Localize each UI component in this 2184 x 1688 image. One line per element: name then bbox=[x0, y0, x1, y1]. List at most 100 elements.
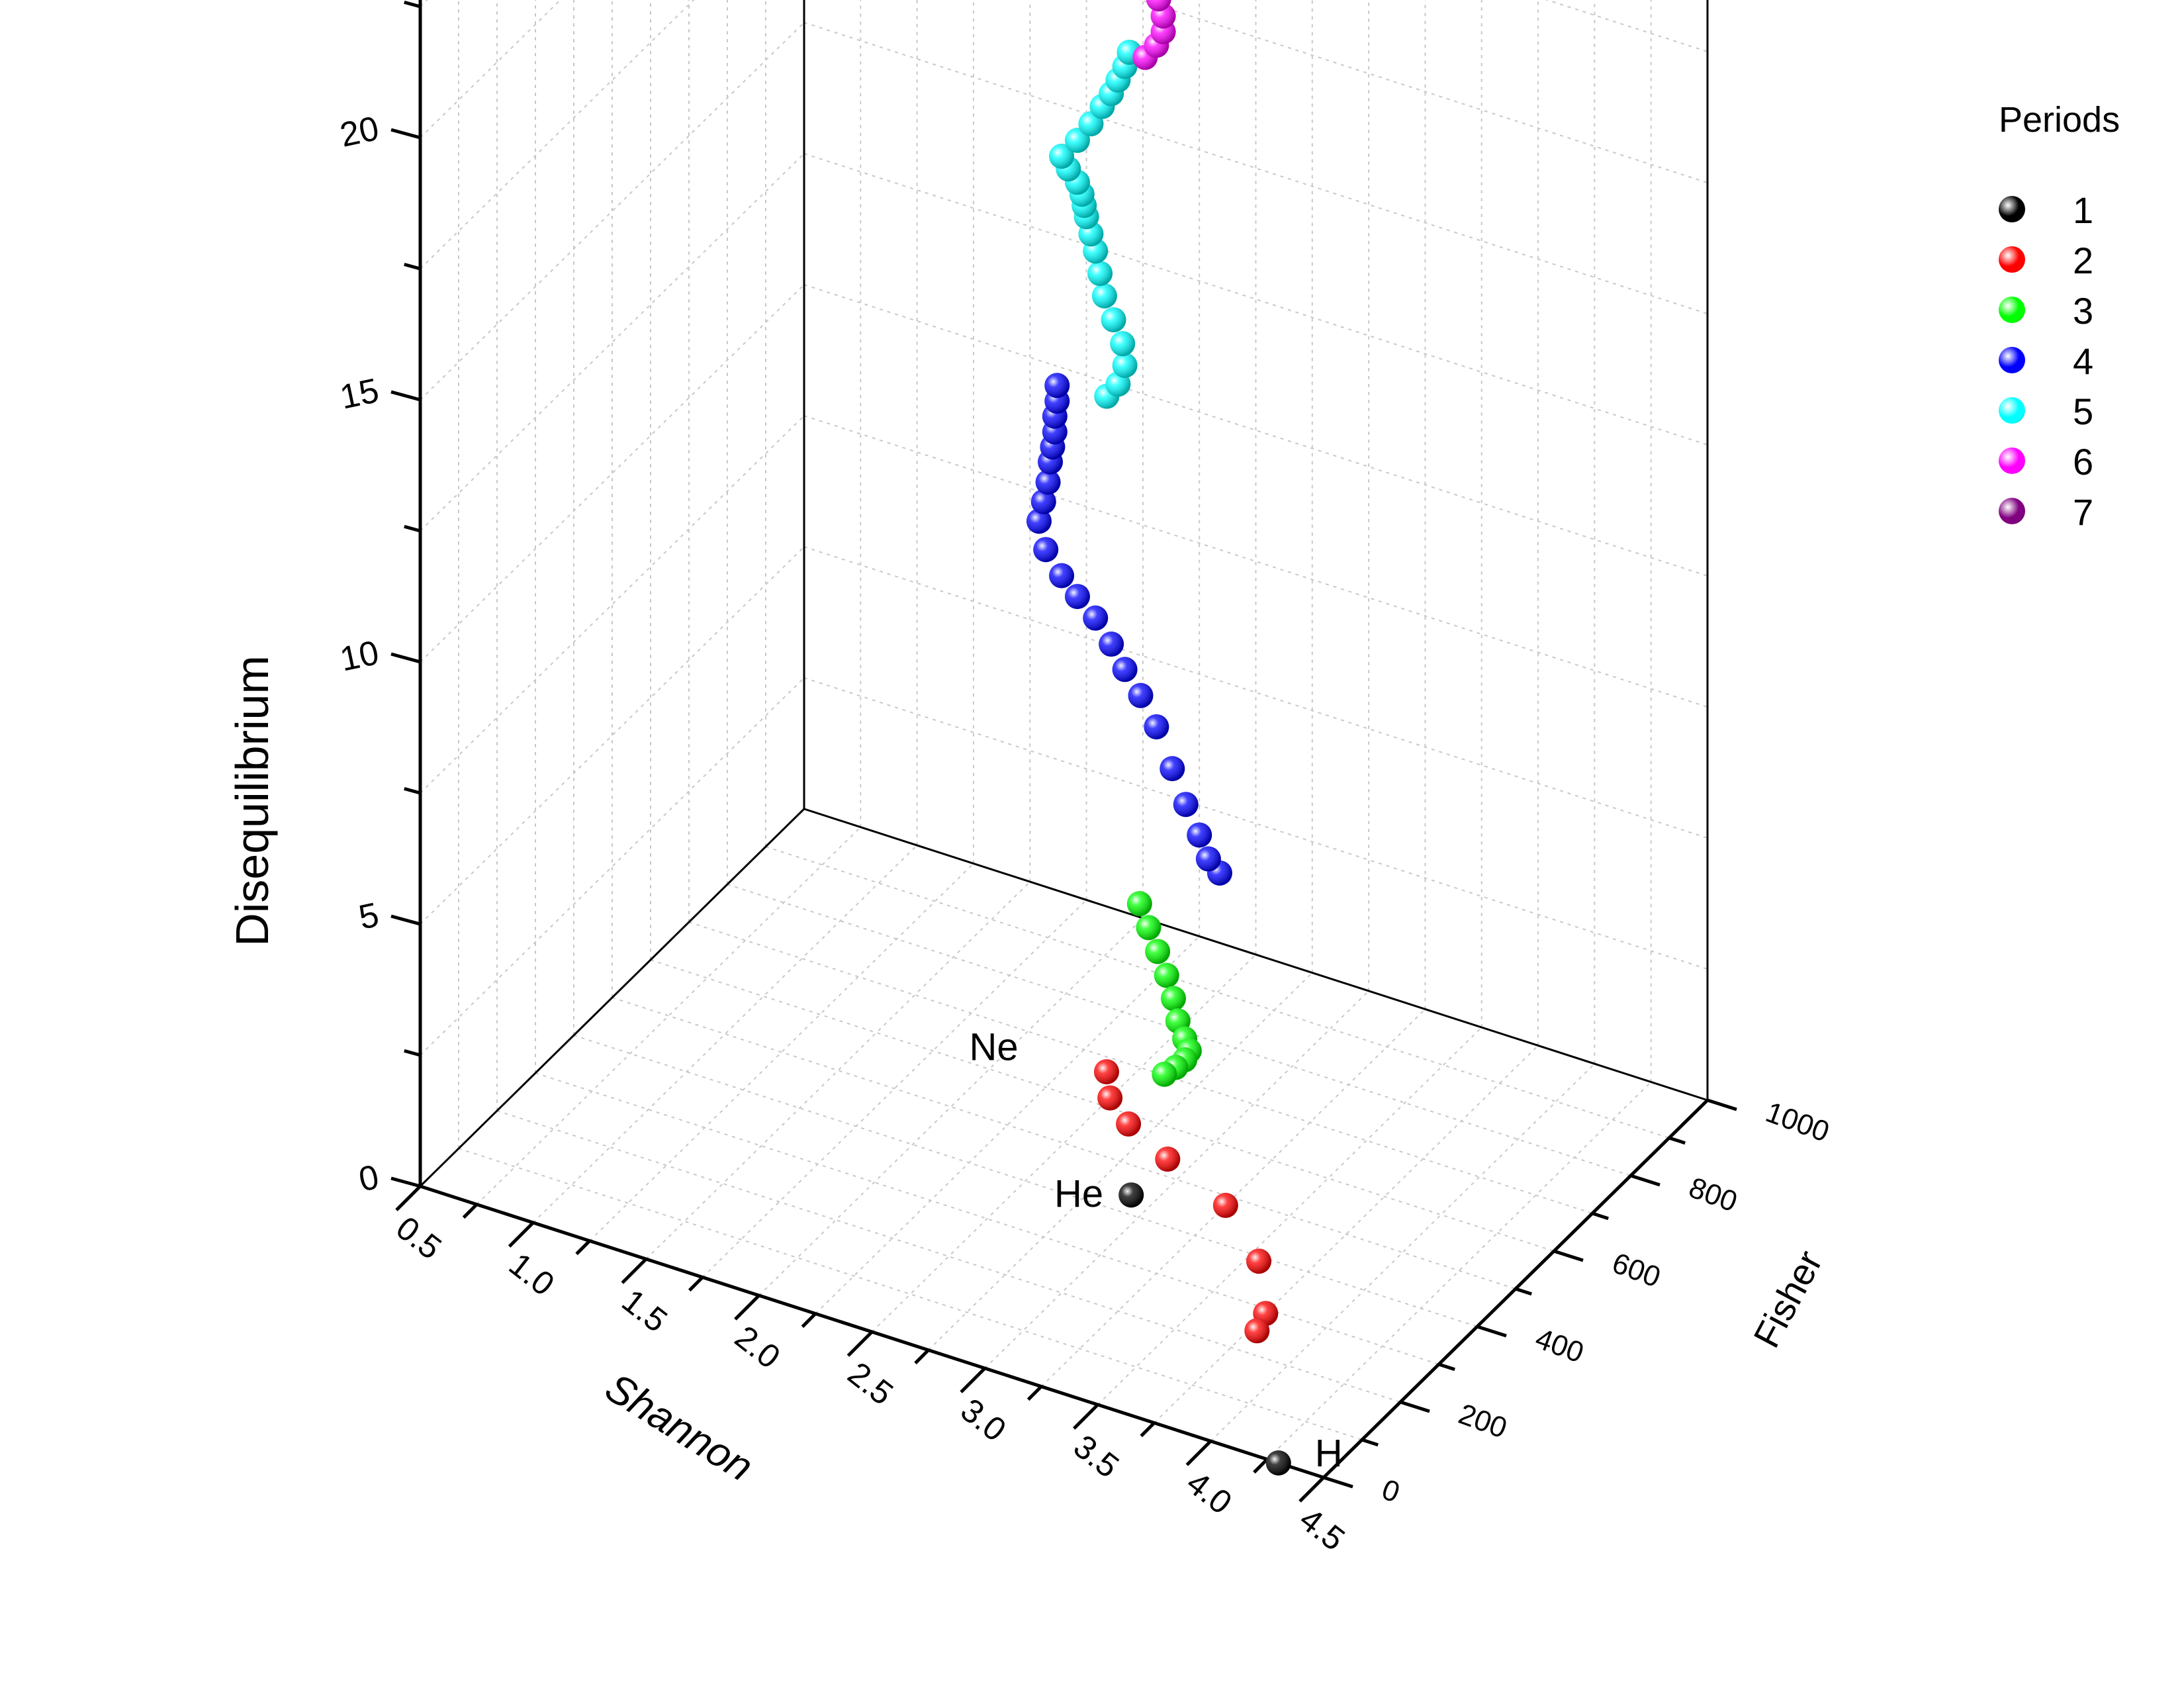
disequilibrium-tick-label: 15 bbox=[337, 371, 383, 417]
disequilibrium-tick bbox=[390, 128, 421, 140]
fisher-tick bbox=[1438, 1362, 1455, 1372]
floor-grid-line bbox=[928, 972, 1313, 1351]
fisher-tick bbox=[1592, 1211, 1609, 1221]
data-point-period-3 bbox=[1126, 891, 1152, 917]
data-point-period-5 bbox=[1110, 331, 1136, 357]
left-wall-grid-line bbox=[420, 153, 805, 532]
element-label-h: H bbox=[1315, 1432, 1343, 1475]
data-point-shine bbox=[1136, 915, 1161, 941]
disequilibrium-tick bbox=[404, 786, 421, 795]
data-point-shine bbox=[1030, 489, 1056, 514]
data-point-period-2 bbox=[1244, 1318, 1270, 1344]
data-point-shine bbox=[1093, 1059, 1119, 1085]
data-point-shine bbox=[1083, 605, 1109, 631]
data-point-period-4 bbox=[1083, 605, 1109, 631]
legend-label: 4 bbox=[2073, 340, 2094, 382]
data-point-shine bbox=[1091, 283, 1117, 308]
data-point-period-2 bbox=[1116, 1111, 1142, 1137]
data-point-shine bbox=[1244, 1318, 1270, 1344]
data-point-shine bbox=[1146, 0, 1171, 12]
legend-label: 1 bbox=[2073, 189, 2094, 231]
fisher-tick bbox=[1668, 1136, 1686, 1145]
fisher-tick bbox=[1630, 1174, 1661, 1187]
legend-label: 6 bbox=[2073, 441, 2094, 483]
data-point-period-1 bbox=[1118, 1182, 1144, 1208]
shannon-tick bbox=[734, 1294, 760, 1321]
shannon-tick-label: 1.0 bbox=[502, 1246, 561, 1303]
data-point-period-4 bbox=[1026, 508, 1052, 534]
data-point-period-2 bbox=[1212, 1192, 1238, 1218]
legend-title: Periods bbox=[1999, 100, 2120, 140]
fisher-tick bbox=[1400, 1400, 1430, 1413]
legend-label: 2 bbox=[2073, 240, 2094, 281]
disequilibrium-tick-label: 0 bbox=[355, 1158, 382, 1199]
floor-grid-line bbox=[612, 997, 1516, 1289]
fisher-tick-label: 800 bbox=[1685, 1171, 1742, 1218]
data-point-shine bbox=[1049, 144, 1075, 169]
shannon-tick-label: 2.5 bbox=[841, 1355, 900, 1413]
data-point-period-5 bbox=[1087, 261, 1113, 287]
shannon-tick-label: 3.5 bbox=[1067, 1428, 1126, 1485]
fisher-tick bbox=[1323, 1476, 1353, 1489]
data-point-shine bbox=[1187, 822, 1212, 848]
data-point-period-5 bbox=[1101, 307, 1126, 333]
floor-grid-line bbox=[984, 990, 1369, 1369]
fisher-tick bbox=[1477, 1325, 1507, 1338]
floor-grid-line bbox=[532, 845, 918, 1223]
fisher-tick-label: 1000 bbox=[1762, 1096, 1834, 1149]
fisher-tick bbox=[1707, 1098, 1737, 1111]
data-point-shine bbox=[1116, 1111, 1142, 1137]
data-point-period-4 bbox=[1173, 792, 1199, 818]
data-point-shine bbox=[1126, 891, 1152, 917]
data-point-shine bbox=[1144, 714, 1169, 739]
data-point-shine bbox=[1154, 962, 1179, 988]
left-wall-grid-line bbox=[420, 22, 805, 400]
data-point-period-6 bbox=[1146, 0, 1171, 12]
disequilibrium-axis-label: Disequilibrium bbox=[226, 655, 278, 947]
shannon-tick bbox=[1298, 1476, 1325, 1503]
data-point-shine bbox=[1097, 1085, 1123, 1111]
shannon-tick bbox=[395, 1185, 422, 1211]
legend-item-period-2: 2 bbox=[1999, 241, 2171, 281]
left-wall-grid-line bbox=[420, 284, 805, 663]
shannon-tick-label: 4.0 bbox=[1180, 1464, 1239, 1522]
left-wall-grid-line bbox=[420, 0, 562, 138]
legend-marker bbox=[1999, 297, 2025, 323]
disequilibrium-tick-label: 10 bbox=[337, 633, 383, 679]
box-edge bbox=[803, 808, 1708, 1102]
shannon-tick bbox=[508, 1221, 535, 1248]
data-point-period-2 bbox=[1246, 1248, 1272, 1274]
data-point-period-4 bbox=[1035, 469, 1061, 495]
data-point-period-5 bbox=[1091, 283, 1117, 308]
shannon-tick-label: 1.5 bbox=[615, 1282, 674, 1340]
disequilibrium-tick bbox=[404, 1049, 421, 1057]
box-edge bbox=[419, 808, 805, 1188]
floor-grid-line bbox=[1154, 1045, 1539, 1424]
shannon-tick bbox=[1140, 1421, 1156, 1438]
data-point-period-3 bbox=[1152, 1061, 1177, 1087]
right-wall-grid-line bbox=[1138, 0, 1708, 183]
data-point-period-2 bbox=[1155, 1147, 1181, 1172]
floor-grid-line bbox=[688, 921, 1593, 1214]
disequilibrium-tick bbox=[390, 390, 421, 402]
data-point-period-4 bbox=[1144, 714, 1169, 739]
shannon-tick bbox=[846, 1331, 874, 1357]
floor-grid-line bbox=[1266, 1081, 1652, 1460]
data-point-shine bbox=[1173, 792, 1199, 818]
data-point-shine bbox=[1160, 756, 1185, 782]
floor-grid-line bbox=[702, 899, 1087, 1278]
data-point-period-4 bbox=[1030, 489, 1056, 514]
shannon-tick-label: 3.0 bbox=[954, 1391, 1013, 1449]
left-wall-grid-line bbox=[420, 677, 805, 1056]
data-point-period-4 bbox=[1160, 756, 1185, 782]
floor-grid-line bbox=[589, 863, 974, 1242]
data-point-shine bbox=[1035, 469, 1061, 495]
fisher-tick-label: 400 bbox=[1531, 1322, 1588, 1369]
data-point-period-2 bbox=[1093, 1059, 1119, 1085]
left-wall-grid-line bbox=[420, 546, 805, 925]
data-point-shine bbox=[1128, 682, 1154, 708]
data-point-shine bbox=[1064, 128, 1090, 154]
legend-marker bbox=[1999, 347, 2025, 373]
disequilibrium-tick bbox=[404, 0, 421, 9]
